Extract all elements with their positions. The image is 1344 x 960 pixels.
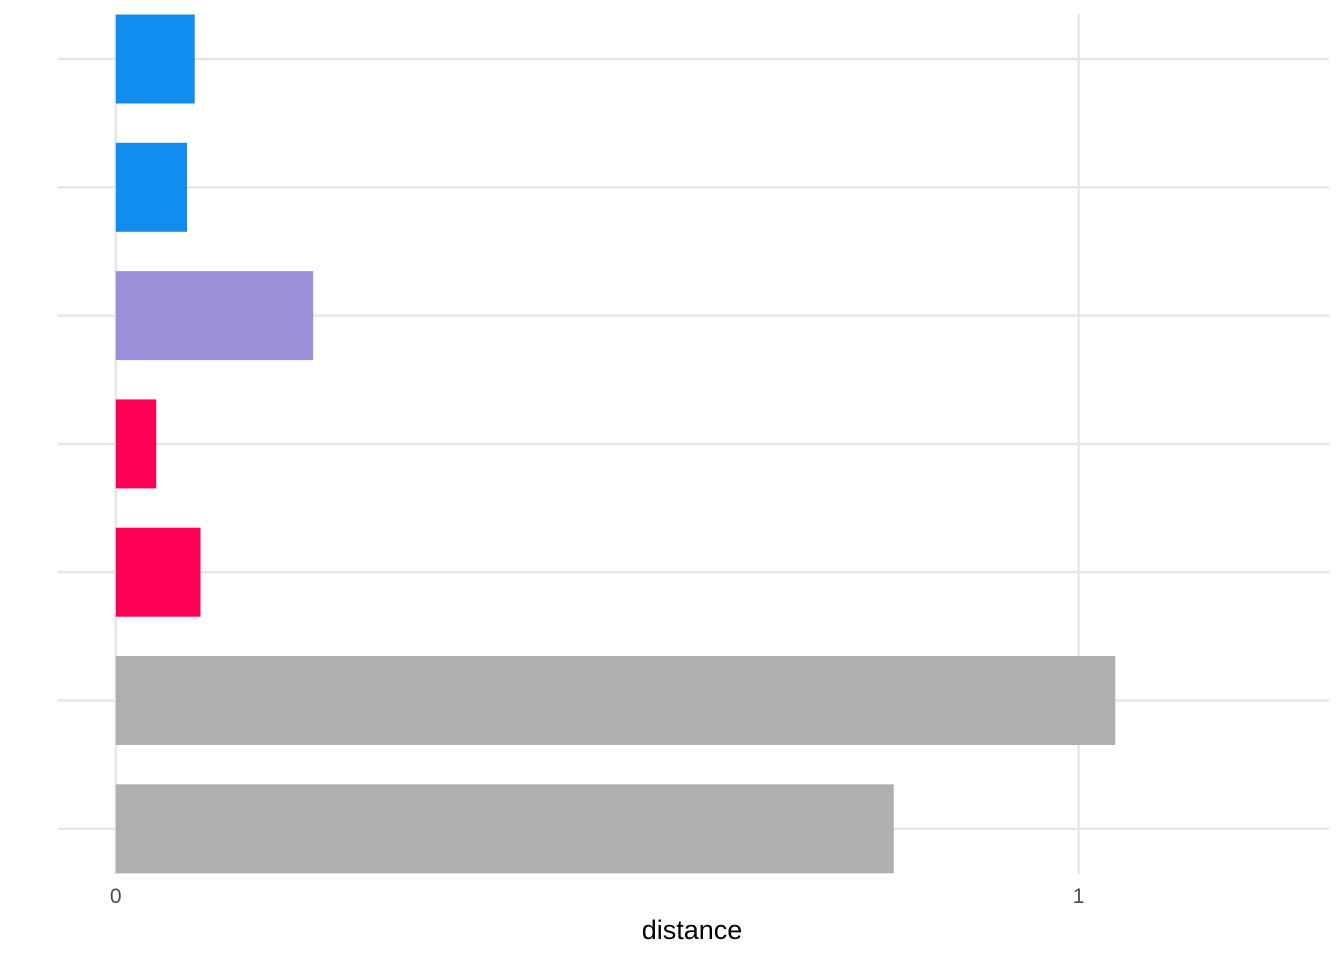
bars-group [115, 14, 1116, 874]
bar-3 [115, 271, 314, 361]
bar-4 [115, 399, 157, 489]
x-tick-label-1: 1 [1073, 885, 1085, 908]
x-tick-label-0: 0 [110, 885, 122, 908]
bar-6 [115, 656, 1116, 745]
bar-5 [115, 527, 201, 617]
bar-1 [115, 14, 195, 104]
x-axis-title: distance [642, 915, 743, 945]
bar-7 [115, 784, 894, 874]
bar-2 [115, 142, 188, 232]
